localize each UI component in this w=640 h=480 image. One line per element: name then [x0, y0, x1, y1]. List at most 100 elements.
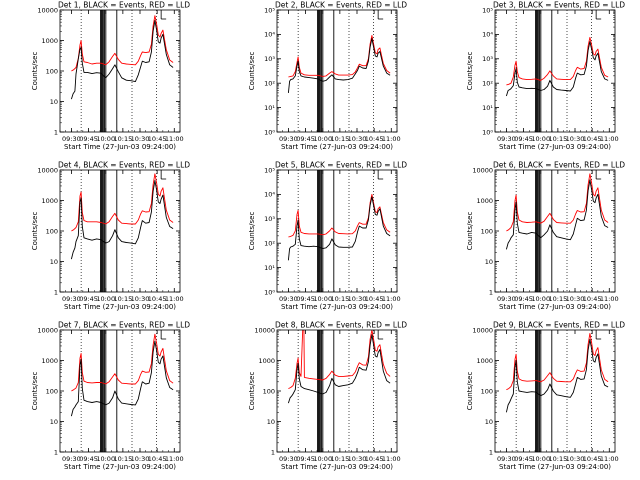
plot-frame — [276, 169, 398, 293]
x-tick-label: 10:30 — [131, 455, 150, 463]
series-lld-line — [288, 193, 391, 238]
x-tick-label: 11:00 — [382, 455, 401, 463]
y-tick-label: 100 — [46, 387, 58, 395]
y-tick-label: 1 — [489, 448, 493, 456]
y-tick-label: 10⁴ — [264, 31, 275, 39]
x-tick-label: 10:15 — [113, 295, 132, 303]
x-tick-label: 10:30 — [566, 295, 585, 303]
x-tick-label: 10:15 — [330, 135, 349, 143]
x-tick-label: 11:00 — [382, 135, 401, 143]
series-lld-line — [71, 15, 174, 72]
series-events-line — [505, 41, 609, 97]
y-tick-label: 1000 — [41, 37, 58, 45]
x-tick-label: 10:15 — [548, 455, 567, 463]
detector-panel-8: Det 8, BLACK = Events, RED = LLD 1 10 100 10… — [248, 321, 407, 472]
x-axis-label: Start Time (27-Jun-03 09:24:00) — [281, 143, 393, 151]
y-tick-label: 10⁰ — [264, 288, 275, 296]
x-tick-label: 09:45 — [514, 135, 533, 143]
y-tick-label: 10000 — [37, 326, 58, 334]
series-events-line — [70, 20, 174, 100]
y-tick-label: 1000 — [41, 357, 58, 365]
x-axis-label: Start Time (27-Jun-03 09:24:00) — [64, 143, 176, 151]
y-tick-label: 10000 — [472, 166, 493, 174]
series-lld-line — [506, 333, 609, 391]
x-tick-label: 10:45 — [365, 455, 384, 463]
x-tick-label: 11:00 — [165, 295, 184, 303]
y-axis-label: Counts/sec — [248, 372, 256, 411]
series-lld-line — [506, 36, 609, 86]
x-tick-label: 10:00 — [313, 455, 332, 463]
x-tick-label: 09:45 — [514, 295, 533, 303]
plot-frame — [276, 9, 398, 133]
y-tick-label: 10¹ — [264, 104, 275, 112]
y-tick-label: 10000 — [472, 326, 493, 334]
x-tick-label: 10:30 — [131, 135, 150, 143]
detector-panel-6: Det 6, BLACK = Events, RED = LLD 1 10 100 10… — [466, 161, 625, 312]
detector-panel-7: Det 7, BLACK = Events, RED = LLD 1 10 100 10… — [31, 321, 190, 472]
x-tick-label: 10:30 — [131, 295, 150, 303]
y-tick-label: 10² — [264, 80, 275, 88]
x-axis-label: Start Time (27-Jun-03 09:24:00) — [499, 463, 611, 471]
plot-frame — [494, 169, 616, 293]
y-tick-label: 100 — [46, 227, 58, 235]
x-tick-label: 10:30 — [348, 135, 367, 143]
y-tick-label: 10 — [50, 98, 58, 106]
series-events-line — [70, 180, 174, 260]
detector-panel-9: Det 9, BLACK = Events, RED = LLD 1 10 100 10… — [466, 321, 625, 472]
plot-frame — [276, 329, 398, 453]
plot-area — [287, 10, 391, 132]
series-lld-line — [506, 173, 609, 232]
x-tick-label: 10:00 — [531, 455, 550, 463]
y-tick-label: 10⁴ — [264, 191, 275, 199]
plot-area — [505, 330, 609, 452]
x-tick-label: 09:30 — [497, 455, 516, 463]
plot-area — [70, 170, 174, 292]
y-tick-label: 100 — [481, 387, 493, 395]
x-tick-label: 10:00 — [531, 295, 550, 303]
y-tick-label: 10000 — [254, 326, 275, 334]
x-tick-label: 10:45 — [583, 135, 602, 143]
series-lld-line — [288, 330, 391, 390]
y-tick-label: 10² — [264, 240, 275, 248]
plot-frame — [494, 329, 616, 453]
y-tick-label: 1 — [54, 128, 58, 136]
x-tick-label: 09:45 — [514, 455, 533, 463]
x-tick-label: 10:45 — [583, 295, 602, 303]
x-tick-label: 09:45 — [79, 295, 98, 303]
y-tick-label: 10 — [485, 258, 493, 266]
panel-title: Det 7, BLACK = Events, RED = LLD — [58, 321, 190, 330]
detector-panel-2: Det 2, BLACK = Events, RED = LLD 10⁰ 10¹ 10… — [248, 1, 407, 152]
plot-frame — [59, 169, 181, 293]
y-tick-label: 1 — [271, 448, 275, 456]
y-tick-label: 1000 — [258, 357, 275, 365]
x-tick-label: 10:30 — [566, 135, 585, 143]
y-tick-label: 1 — [54, 448, 58, 456]
y-tick-label: 10⁰ — [264, 128, 275, 136]
x-axis-label: Start Time (27-Jun-03 09:24:00) — [499, 303, 611, 311]
series-events-line — [287, 334, 391, 404]
x-tick-label: 09:30 — [62, 135, 81, 143]
x-tick-label: 11:00 — [600, 295, 619, 303]
y-tick-label: 10⁵ — [264, 6, 275, 14]
x-tick-label: 10:45 — [365, 135, 384, 143]
y-tick-label: 10 — [267, 418, 275, 426]
x-tick-label: 10:45 — [148, 455, 167, 463]
x-tick-label: 10:00 — [313, 135, 332, 143]
y-axis-label: Counts/sec — [466, 212, 474, 251]
panel-title: Det 2, BLACK = Events, RED = LLD — [275, 1, 407, 10]
series-events-line — [505, 179, 609, 250]
y-axis-label: Counts/sec — [248, 212, 256, 251]
series-lld-line — [71, 173, 174, 232]
x-tick-label: 10:30 — [566, 455, 585, 463]
x-tick-label: 11:00 — [382, 295, 401, 303]
x-tick-label: 10:45 — [583, 455, 602, 463]
x-tick-label: 09:30 — [279, 135, 298, 143]
detector-panel-4: Det 4, BLACK = Events, RED = LLD 1 10 100 10… — [31, 161, 190, 312]
panel-title: Det 9, BLACK = Events, RED = LLD — [493, 321, 625, 330]
panel-title: Det 6, BLACK = Events, RED = LLD — [493, 161, 625, 170]
x-tick-label: 10:15 — [113, 135, 132, 143]
x-tick-label: 10:00 — [531, 135, 550, 143]
x-tick-label: 10:45 — [365, 295, 384, 303]
panel-title: Det 8, BLACK = Events, RED = LLD — [275, 321, 407, 330]
x-tick-label: 10:15 — [330, 295, 349, 303]
